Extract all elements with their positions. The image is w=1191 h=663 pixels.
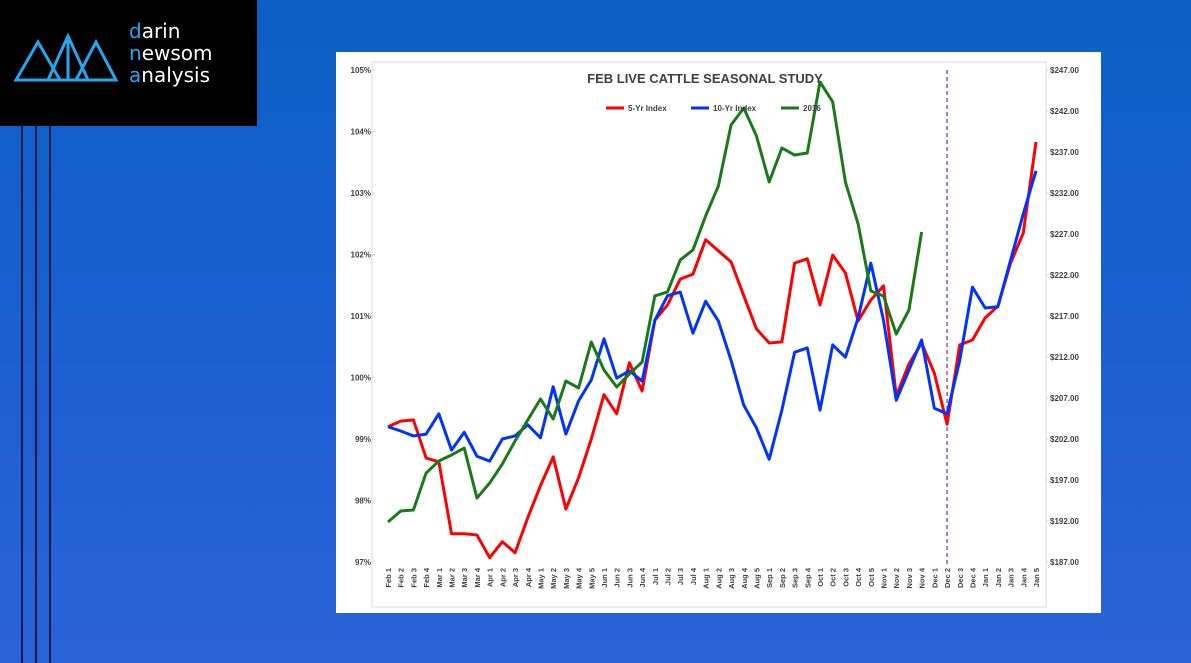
x-tick-label: Jan 2 (994, 568, 1003, 587)
logo-line: darin (129, 19, 181, 43)
x-tick-label: Jan 3 (1007, 568, 1016, 587)
x-tick-label: Sep 1 (765, 568, 774, 588)
x-tick-label: Mar 1 (435, 568, 444, 588)
x-tick-label: Jul 1 (651, 568, 660, 585)
x-tick-label: Aug 1 (702, 568, 711, 589)
x-tick-label: Jun 3 (625, 568, 634, 588)
x-tick-label: May 4 (575, 567, 584, 589)
x-tick-label: May 5 (587, 568, 596, 589)
x-tick-label: Apr 3 (511, 568, 520, 587)
y-tick-label: 102% (351, 251, 371, 260)
y2-tick-label: $207.00 (1050, 394, 1079, 403)
x-tick-label: Oct 4 (854, 567, 863, 587)
x-tick-label: May 2 (549, 568, 558, 589)
x-tick-label: Sep 4 (803, 567, 812, 588)
x-tick-label: Aug 4 (740, 567, 749, 589)
x-tick-label: Feb 4 (422, 567, 431, 587)
x-tick-label: Jul 2 (664, 568, 673, 585)
x-tick-label: Feb 1 (384, 568, 393, 588)
x-tick-label: Dec 1 (930, 568, 939, 588)
chart-panel: FEB LIVE CATTLE SEASONAL STUDY 97% 98% 99%… (336, 52, 1101, 613)
legend-label: 10-Yr Index (713, 104, 757, 113)
x-tick-label: Oct 1 (816, 568, 825, 587)
x-tick-label: Sep 3 (791, 568, 800, 588)
x-tick-label: Jan 5 (1032, 568, 1041, 587)
y-tick-label: 101% (351, 312, 371, 321)
x-tick-label: Mar 2 (448, 568, 457, 588)
y2-tick-label: $232.00 (1050, 189, 1079, 198)
y-tick-label: 105% (351, 66, 371, 75)
x-tick-label: Jul 4 (689, 567, 698, 585)
x-tick-label: Jun 4 (638, 567, 647, 587)
x-tick-label: Feb 2 (397, 568, 406, 588)
chart: FEB LIVE CATTLE SEASONAL STUDY 97% 98% 99%… (351, 61, 1079, 608)
logo: darin newsom analysis (0, 0, 257, 126)
y2-tick-label: $197.00 (1050, 476, 1079, 485)
y2-tick-label: $242.00 (1050, 107, 1079, 116)
y-tick-label: 97% (355, 558, 371, 567)
x-tick-label: Nov 1 (880, 568, 889, 588)
x-tick-label: Aug 3 (727, 568, 736, 589)
chart-title: FEB LIVE CATTLE SEASONAL STUDY (587, 71, 823, 86)
y2-tick-label: $227.00 (1050, 230, 1079, 239)
logo-text: darin newsom analysis (129, 20, 213, 86)
y2-tick-label: $212.00 (1050, 353, 1079, 362)
x-tick-label: Jan 4 (1019, 567, 1028, 587)
series-line (387, 141, 1038, 560)
x-tick-label: Oct 3 (841, 568, 850, 587)
x-tick-label: May 1 (536, 568, 545, 589)
x-tick-label: Sep 2 (778, 568, 787, 588)
legend-label: 5-Yr Index (628, 104, 667, 113)
x-tick-label: Aug 5 (752, 568, 761, 589)
decor-lines (21, 126, 51, 663)
series-line (387, 170, 1038, 463)
y-tick-label: 100% (351, 374, 371, 383)
x-tick-label: Apr 1 (486, 568, 495, 587)
y-tick-label: 99% (355, 435, 371, 444)
y2-tick-label: $237.00 (1050, 148, 1079, 157)
x-tick-label: Apr 4 (524, 567, 533, 587)
y2-tick-label: $192.00 (1050, 517, 1079, 526)
y2-tick-label: $217.00 (1050, 312, 1079, 321)
x-tick-label: Jun 1 (600, 568, 609, 588)
logo-icon (13, 32, 119, 82)
y2-tick-label: $222.00 (1050, 271, 1079, 280)
x-tick-label: Aug 2 (714, 568, 723, 589)
y2-tick-label: $247.00 (1050, 66, 1079, 75)
x-tick-label: Dec 3 (956, 568, 965, 588)
y-tick-label: 103% (351, 189, 371, 198)
y2-tick-label: $187.00 (1050, 558, 1079, 567)
y2-tick-label: $202.00 (1050, 435, 1079, 444)
legend-label: 2016 (803, 104, 821, 113)
x-tick-label: Dec 4 (968, 567, 977, 588)
x-tick-label: Nov 2 (892, 568, 901, 588)
y-tick-label: 104% (351, 128, 371, 137)
logo-line: newsom (129, 41, 213, 65)
x-tick-label: Mar 3 (460, 568, 469, 588)
x-tick-label: Jun 2 (613, 568, 622, 588)
x-tick-label: Oct 5 (867, 568, 876, 587)
logo-line: analysis (129, 63, 210, 87)
x-tick-label: Dec 2 (943, 568, 952, 588)
x-tick-label: Jan 1 (981, 568, 990, 587)
x-tick-label: Jul 3 (676, 568, 685, 585)
y-tick-label: 98% (355, 497, 371, 506)
x-tick-label: Nov 3 (905, 568, 914, 588)
plot-border (371, 61, 1047, 608)
x-tick-label: Mar 4 (473, 567, 482, 587)
series-line (387, 80, 924, 524)
x-tick-label: Feb 3 (409, 568, 418, 588)
x-tick-label: Nov 4 (918, 567, 927, 588)
x-tick-label: Apr 2 (498, 568, 507, 587)
x-tick-label: May 3 (562, 568, 571, 589)
x-tick-label: Oct 2 (829, 568, 838, 587)
